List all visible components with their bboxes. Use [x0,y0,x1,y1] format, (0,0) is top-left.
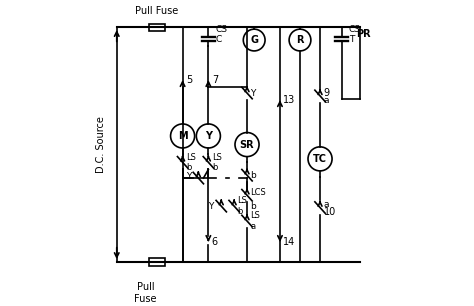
Text: 10: 10 [323,207,336,217]
Text: TC: TC [313,154,327,164]
Text: a: a [323,96,329,105]
Text: 6: 6 [212,237,218,247]
Text: 14: 14 [283,237,296,247]
Text: PR: PR [356,29,371,39]
FancyBboxPatch shape [149,24,164,31]
Text: LS
b: LS b [212,153,222,172]
Text: 9: 9 [323,88,329,98]
Text: b: b [250,202,256,211]
Text: D.C. Source: D.C. Source [96,116,106,173]
Text: G: G [250,35,258,45]
Text: a: a [323,200,329,209]
Text: Pull
Fuse: Pull Fuse [134,282,156,304]
Text: Y: Y [205,131,212,141]
Text: M: M [178,131,187,141]
Text: Y: Y [186,172,191,181]
Text: Y: Y [208,202,213,211]
Text: b: b [250,171,256,180]
Text: R: R [296,35,304,45]
Text: LS
b: LS b [186,153,196,172]
Text: LS
a: LS a [250,211,260,231]
Text: 5: 5 [186,75,192,85]
Text: LS
b: LS b [237,196,247,216]
Text: SR: SR [240,140,255,150]
Text: Pull Fuse: Pull Fuse [135,6,178,16]
Text: 7: 7 [212,75,218,85]
Text: 13: 13 [283,95,296,105]
Text: LCS: LCS [250,188,266,197]
Text: Y: Y [250,88,256,98]
FancyBboxPatch shape [149,258,164,266]
Text: CS
C: CS C [216,24,228,44]
Text: CS
T: CS T [349,24,361,44]
